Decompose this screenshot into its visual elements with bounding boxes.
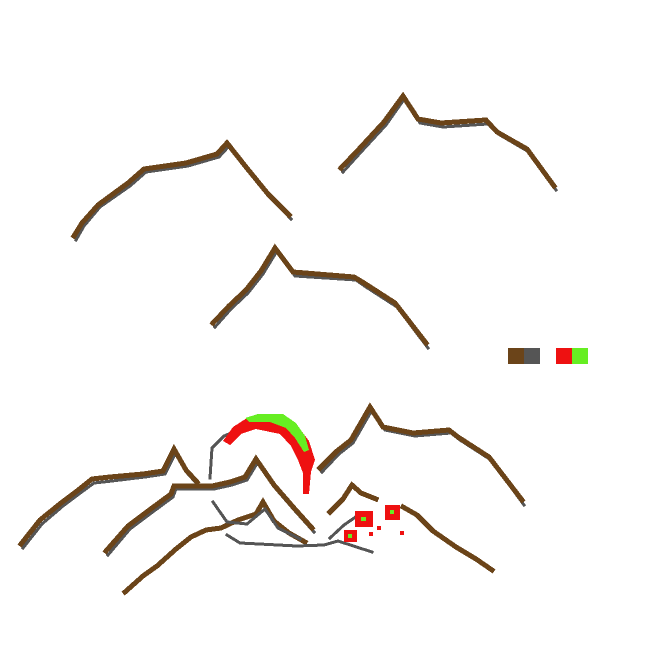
mountain-foreground-right-outline	[399, 503, 496, 574]
flower-red-2-highlight	[390, 510, 394, 514]
flower-red-1-highlight	[361, 517, 366, 521]
mountain-lower-right-shadow	[319, 407, 527, 508]
sketch-line-right-small	[327, 513, 360, 541]
mountain-upper-right	[337, 91, 559, 193]
mountain-upper-left-shadow	[73, 142, 294, 243]
mountain-lower-right	[316, 402, 527, 508]
arch-green-band	[245, 414, 309, 452]
mountain-lower-right-outline	[316, 402, 526, 504]
flower-red-dot-3	[400, 531, 404, 535]
mountain-upper-right-outline	[337, 91, 558, 190]
mountain-lower-left-outline	[17, 443, 201, 548]
gray-swatch[interactable]	[524, 348, 540, 364]
mountain-lower-left	[17, 443, 202, 551]
mountain-upper-left-outline	[70, 139, 293, 240]
mountain-upper-right-shadow	[340, 95, 559, 193]
mountain-lower-center-outline	[102, 454, 316, 555]
flower-red-dot-1	[369, 532, 373, 536]
flower-red-dot-2	[377, 526, 381, 530]
brown-swatch[interactable]	[508, 348, 524, 364]
mountain-middle	[209, 243, 431, 351]
mountain-foreground-outline	[121, 497, 309, 596]
flower-red-3-highlight	[348, 534, 352, 538]
green-swatch[interactable]	[572, 348, 588, 364]
red-flowers	[344, 505, 404, 542]
mountain-middle-shadow	[212, 248, 431, 351]
red-green-arch	[223, 414, 315, 494]
sketch-line-bottom	[224, 532, 374, 554]
arch-red-band	[223, 416, 315, 494]
mountain-lower-left-shadow	[20, 448, 202, 551]
mountain-upper-left	[70, 139, 294, 243]
sketch-line-inner	[210, 499, 303, 542]
mountain-foreground	[121, 481, 496, 596]
mountain-lower-center	[102, 454, 317, 558]
mountain-foreground-small-peak	[326, 481, 380, 516]
red-swatch[interactable]	[556, 348, 572, 364]
mountain-middle-outline	[209, 243, 430, 347]
